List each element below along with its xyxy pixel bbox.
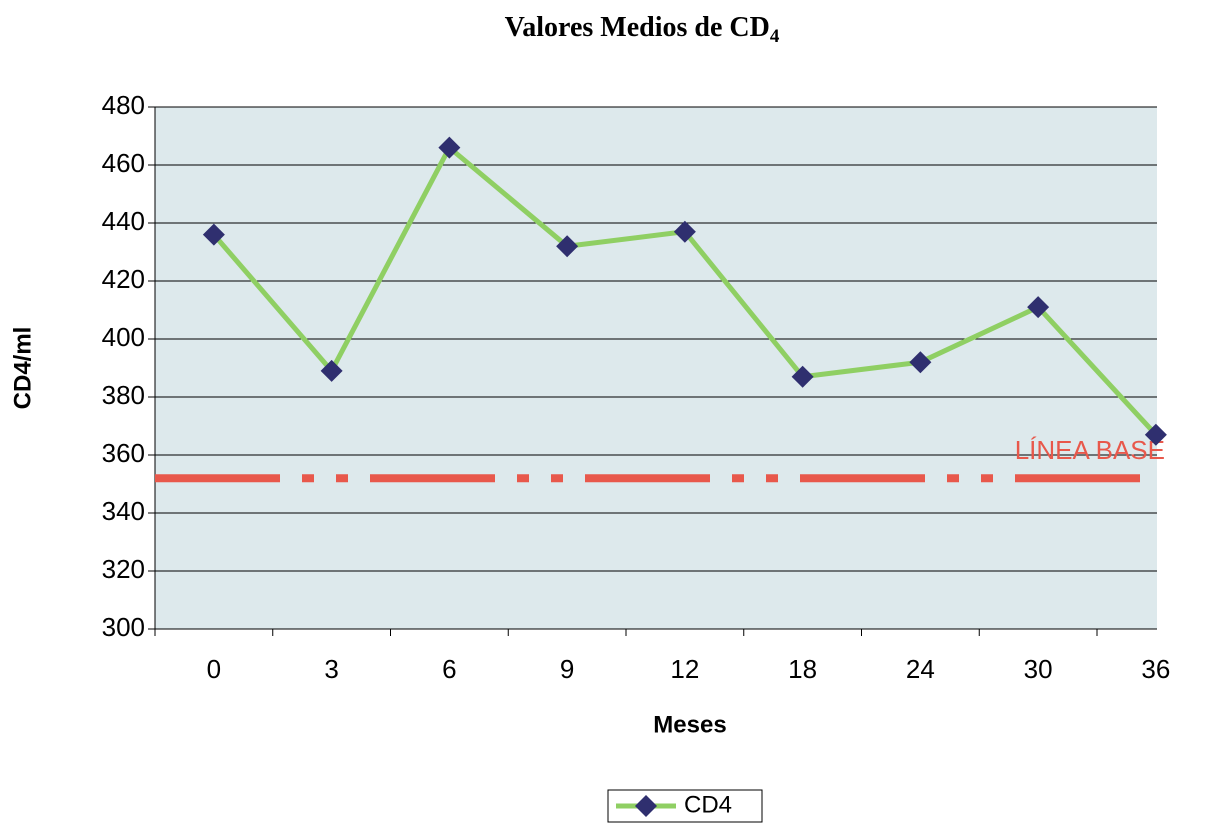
data-point (438, 136, 461, 159)
x-tick-label: 24 (906, 654, 935, 684)
y-tick-label: 320 (102, 554, 145, 584)
data-point (556, 235, 579, 258)
chart-title: Valores Medios de CD4 (505, 12, 780, 47)
y-tick-label: 460 (102, 148, 145, 178)
data-point (909, 351, 932, 374)
y-axis-label: CD4/ml (9, 327, 36, 410)
x-axis-label: Meses (653, 711, 726, 738)
y-tick-label: 420 (102, 264, 145, 294)
legend-marker (635, 795, 657, 817)
x-tick-label: 36 (1141, 654, 1170, 684)
data-point (673, 220, 696, 243)
y-tick-label: 480 (102, 90, 145, 120)
x-tick-label: 6 (442, 654, 456, 684)
y-tick-label: 340 (102, 496, 145, 526)
data-point (1027, 296, 1050, 319)
x-tick-label: 30 (1024, 654, 1053, 684)
x-tick-label: 18 (788, 654, 817, 684)
y-tick-label: 400 (102, 322, 145, 352)
data-point (202, 223, 225, 246)
x-tick-label: 12 (670, 654, 699, 684)
plot-area (155, 107, 1157, 629)
y-tick-label: 380 (102, 380, 145, 410)
y-tick-label: 440 (102, 206, 145, 236)
y-tick-label: 300 (102, 612, 145, 642)
x-tick-label: 0 (207, 654, 221, 684)
data-point (1144, 423, 1167, 446)
x-tick-label: 9 (560, 654, 574, 684)
legend-label: CD4 (684, 791, 732, 818)
reference-label: LÍNEA BASE (1015, 435, 1165, 465)
data-point (791, 365, 814, 388)
x-tick-label: 3 (324, 654, 338, 684)
data-point (320, 359, 343, 382)
y-tick-label: 360 (102, 438, 145, 468)
